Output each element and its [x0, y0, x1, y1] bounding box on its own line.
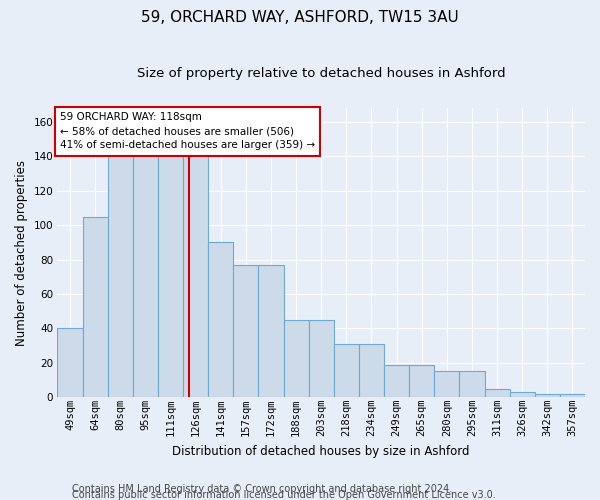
Bar [334, 344, 359, 398]
Bar [183, 153, 208, 398]
Bar [83, 216, 108, 398]
Title: Size of property relative to detached houses in Ashford: Size of property relative to detached ho… [137, 68, 506, 80]
Bar [108, 146, 133, 398]
Bar [509, 392, 535, 398]
Bar [485, 388, 509, 398]
Bar [535, 394, 560, 398]
Bar [259, 264, 284, 398]
Bar [284, 320, 308, 398]
Text: Contains public sector information licensed under the Open Government Licence v3: Contains public sector information licen… [72, 490, 496, 500]
Bar [460, 372, 485, 398]
Bar [560, 394, 585, 398]
Bar [133, 144, 158, 398]
Bar [208, 242, 233, 398]
Y-axis label: Number of detached properties: Number of detached properties [15, 160, 28, 346]
Bar [409, 364, 434, 398]
Text: Contains HM Land Registry data © Crown copyright and database right 2024.: Contains HM Land Registry data © Crown c… [72, 484, 452, 494]
Bar [233, 264, 259, 398]
Bar [384, 364, 409, 398]
Bar [58, 328, 83, 398]
Bar [308, 320, 334, 398]
X-axis label: Distribution of detached houses by size in Ashford: Distribution of detached houses by size … [172, 444, 470, 458]
Text: 59, ORCHARD WAY, ASHFORD, TW15 3AU: 59, ORCHARD WAY, ASHFORD, TW15 3AU [141, 10, 459, 25]
Bar [434, 372, 460, 398]
Text: 59 ORCHARD WAY: 118sqm
← 58% of detached houses are smaller (506)
41% of semi-de: 59 ORCHARD WAY: 118sqm ← 58% of detached… [60, 112, 315, 150]
Bar [158, 138, 183, 398]
Bar [359, 344, 384, 398]
